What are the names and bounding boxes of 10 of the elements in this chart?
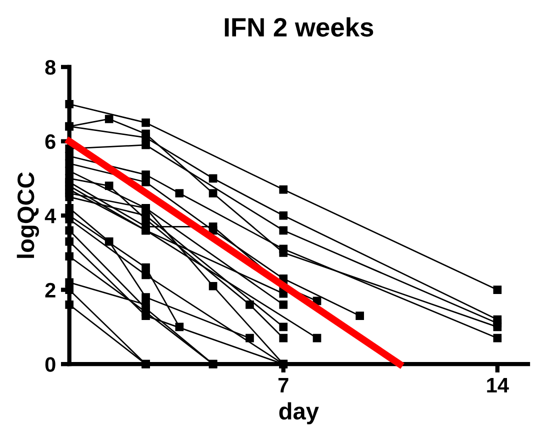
y-tick-label: 4	[44, 208, 56, 224]
x-axis-title: day	[279, 402, 319, 424]
y-tick-label: 8	[45, 60, 56, 75]
x-tick-label: 7	[278, 378, 288, 392]
y-tick-label: 6	[45, 134, 56, 150]
chart-title: IFN 2 weeks	[224, 17, 374, 37]
y-tick-label: 0	[45, 357, 56, 372]
y-axis-title: logQCC	[16, 172, 40, 258]
x-tick-label: 14	[487, 378, 509, 392]
y-tick-label: 2	[45, 282, 56, 298]
